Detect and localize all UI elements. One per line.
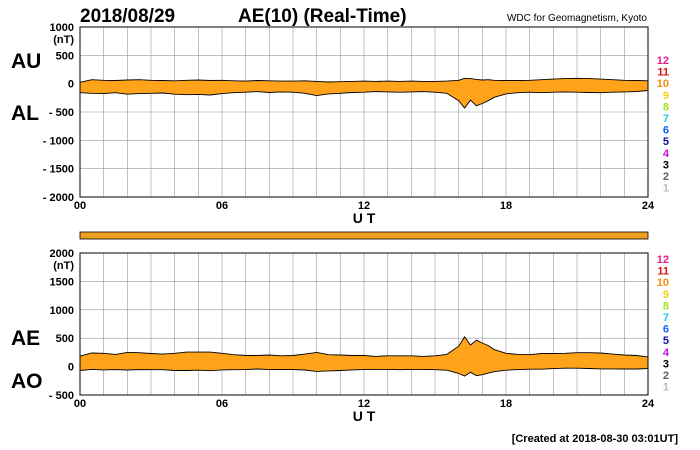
scale-level-label: 2 <box>663 370 669 382</box>
x-tick-label: 12 <box>358 398 370 410</box>
ae-ao-panel: 2000 1500 1000 500 0 - 500 (nT) 00 06 12 18 24 U T AE… <box>11 248 655 424</box>
y-tick-label: - 1000 <box>43 135 74 147</box>
scale-level-label: 10 <box>657 277 669 289</box>
y-tick-label: - 500 <box>49 107 74 119</box>
y-unit-label: (nT) <box>53 260 74 272</box>
y-tick-label: - 1500 <box>43 164 74 176</box>
y-tick-label: - 500 <box>49 390 74 402</box>
x-tick-label: 00 <box>74 200 86 212</box>
scale-level-label: 9 <box>663 289 669 301</box>
scale-level-label: 12 <box>657 254 669 266</box>
series-line-al <box>79 90 649 109</box>
series-label-ae: AE <box>11 327 40 350</box>
scale-level-label: 7 <box>663 312 669 324</box>
scale-level-label: 5 <box>663 335 669 347</box>
scale-level-label: 1 <box>663 382 669 394</box>
scale-level-label: 12 <box>657 55 669 67</box>
scale-level-label: 4 <box>663 148 670 160</box>
scale-level-label: 11 <box>657 266 669 278</box>
y-tick-label: 0 <box>68 362 74 374</box>
scale-level-label: 3 <box>663 159 669 171</box>
scale-level-label: 8 <box>663 300 669 312</box>
x-tick-label: 24 <box>642 398 655 410</box>
y-unit-label: (nT) <box>53 34 74 46</box>
scale-level-label: 5 <box>663 136 669 148</box>
scale-level-label: 11 <box>657 67 669 79</box>
scale-level-label: 2 <box>663 171 669 183</box>
x-tick-label: 12 <box>358 200 370 212</box>
series-label-au: AU <box>11 50 41 73</box>
y-tick-label: 1000 <box>50 305 74 317</box>
scale-level-label: 9 <box>663 90 669 102</box>
au-al-panel: 1000 500 0 - 500 - 1000 - 1500 - 2000 (nT) 00 06 1… <box>11 22 655 226</box>
y-tick-label: 500 <box>56 50 74 62</box>
x-tick-label: 18 <box>500 398 512 410</box>
series-label-ao: AO <box>11 370 43 393</box>
series-line-ae <box>79 335 649 358</box>
x-tick-label: 00 <box>74 398 86 410</box>
y-tick-label: 2000 <box>50 248 74 260</box>
y-tick-label: 500 <box>56 333 74 345</box>
chart-title: AE(10) (Real-Time) <box>238 6 407 27</box>
x-tick-label: 06 <box>216 200 228 212</box>
series-line-ao <box>79 367 649 377</box>
plot-frame <box>79 252 649 396</box>
plot-frame <box>79 26 649 198</box>
scale-level-label: 6 <box>663 324 669 336</box>
y-tick-label: - 2000 <box>43 192 74 204</box>
created-timestamp: [Created at 2018-08-30 03:01UT] <box>512 433 679 445</box>
scale-level-label: 4 <box>663 347 670 359</box>
source-label: WDC for Geomagnetism, Kyoto <box>507 13 647 24</box>
x-axis-label: U T <box>353 408 376 424</box>
y-tick-label: 1500 <box>50 276 74 288</box>
x-axis-label: U T <box>353 210 376 226</box>
date-title: 2018/08/29 <box>80 6 175 27</box>
area-fill-au-al <box>80 78 648 108</box>
series-label-al: AL <box>11 102 39 125</box>
scale-level-label: 6 <box>663 125 669 137</box>
scale-level-label: 1 <box>663 183 669 195</box>
series-line-au <box>79 77 649 83</box>
x-tick-label: 06 <box>216 398 228 410</box>
x-tick-label: 24 <box>642 200 655 212</box>
scale-level-label: 3 <box>663 358 669 370</box>
x-tick-label: 18 <box>500 200 512 212</box>
scale-level-label: 8 <box>663 101 669 113</box>
y-tick-label: 0 <box>68 79 74 91</box>
activity-bar <box>79 231 649 240</box>
y-tick-label: 1000 <box>50 22 74 34</box>
scale-level-label: 10 <box>657 78 669 90</box>
scale-level-label: 7 <box>663 113 669 125</box>
area-fill-ae-ao <box>80 336 648 377</box>
